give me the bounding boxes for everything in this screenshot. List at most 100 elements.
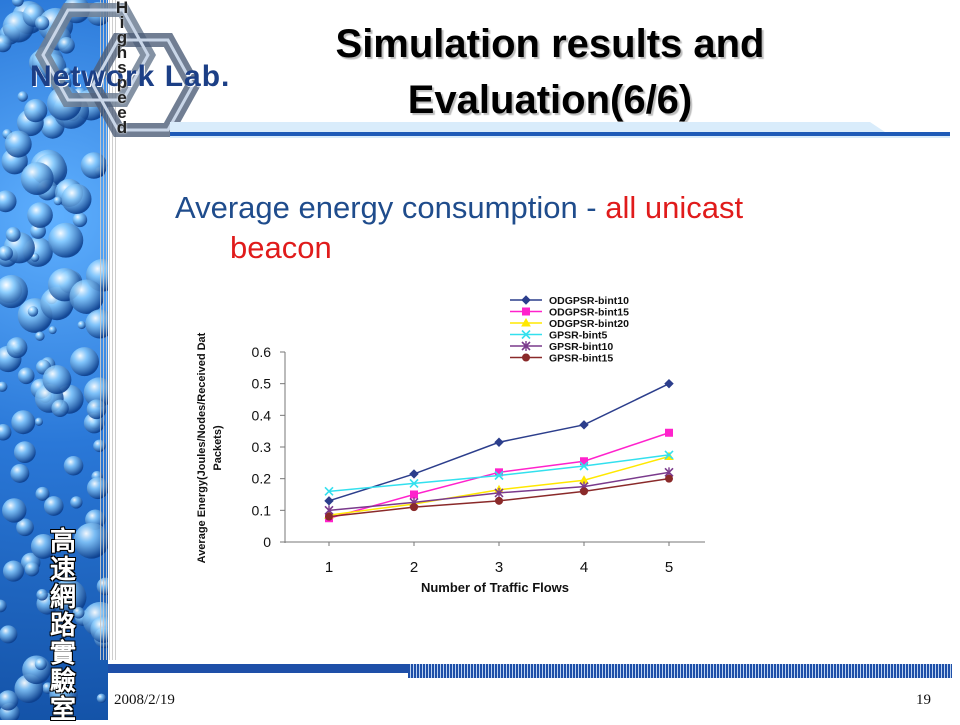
logo-vertical-letter: i: [119, 13, 125, 32]
footer-bar: [108, 664, 952, 678]
bubble: [62, 67, 71, 76]
bubble: [63, 455, 84, 476]
bubble: [35, 486, 50, 501]
bubble: [49, 680, 78, 709]
bubble: [10, 464, 30, 483]
legend-label: ODGPSR-bint15: [549, 307, 629, 319]
bubble: [11, 0, 24, 7]
logo-vertical-letter: p: [116, 73, 128, 92]
data-point: [664, 450, 674, 460]
bubble: [16, 518, 34, 537]
data-point: [409, 469, 419, 479]
x-tick-label: 1: [325, 559, 333, 576]
data-point: [580, 457, 588, 466]
lab-name-char: 高: [50, 527, 77, 557]
data-point: [665, 474, 673, 483]
bubble: [51, 399, 69, 418]
data-point: [410, 503, 418, 512]
lab-name-char: 室: [50, 695, 77, 725]
bubble: [69, 347, 100, 377]
bubble: [72, 606, 85, 619]
y-tick-label: 0.3: [252, 439, 272, 455]
slide-subtitle: Average energy consumption - all unicast…: [175, 188, 895, 268]
logo-vertical-letter: e: [117, 88, 127, 107]
chart-legend: ODGPSR-bint10ODGPSR-bint15ODGPSR-bint20G…: [510, 295, 629, 365]
lab-name-char: 實: [50, 639, 77, 669]
bubble: [0, 245, 13, 261]
y-tick-label: 0.4: [252, 407, 272, 423]
y-axis-label-line-1: Average Energy(Joules/Nodes/Received Dat: [196, 332, 208, 563]
subtitle-main: Average energy consumption -: [175, 190, 606, 225]
x-tick-label: 2: [410, 559, 418, 576]
bubble: [2, 498, 27, 523]
lab-name-vertical: 高速網路實驗室: [50, 528, 76, 724]
data-point: [410, 490, 418, 499]
bubble: [24, 98, 48, 123]
bubble: [69, 279, 104, 314]
lab-name-char: 速: [50, 555, 77, 585]
title-line-2: Evaluation(6/6): [407, 78, 693, 122]
hexagon-logo-icon: [34, 3, 202, 137]
bubble: [17, 91, 28, 102]
data-point: [521, 317, 531, 327]
bubble: [0, 381, 8, 392]
subtitle-highlight-2: beacon: [230, 230, 332, 265]
bubble: [0, 599, 7, 613]
logo-vertical-letter: H: [115, 0, 129, 17]
y-tick-label: 0.2: [252, 471, 272, 487]
chart-axes: [280, 351, 705, 546]
bubble: [27, 306, 39, 317]
bubble: [72, 212, 88, 228]
bubble: [50, 579, 87, 616]
bubble: [77, 320, 86, 330]
bubble: [53, 196, 63, 206]
x-tick-label: 3: [495, 559, 503, 576]
bubble: [96, 693, 107, 704]
data-point: [495, 496, 503, 505]
bubble: [34, 417, 43, 426]
bubble: [43, 496, 64, 516]
data-point: [579, 461, 589, 471]
bubble: [48, 326, 57, 335]
sidebar-decoration: [0, 0, 108, 720]
bubble: [0, 34, 12, 53]
data-point: [521, 329, 531, 340]
y-axis-label-line-2: Packets): [212, 425, 224, 471]
bubble: [48, 222, 84, 258]
bubble: [24, 561, 40, 577]
data-point: [325, 512, 333, 521]
bubble: [17, 367, 35, 385]
data-point: [324, 486, 334, 496]
y-tick-label: 0.5: [252, 376, 272, 392]
data-point: [494, 487, 504, 498]
title-underline: [170, 122, 950, 138]
bubble: [70, 496, 83, 509]
logo-vertical-letter: h: [116, 43, 128, 62]
bubble: [58, 36, 75, 54]
bubble: [42, 365, 72, 394]
data-point: [324, 496, 334, 506]
bubble: [73, 522, 108, 559]
data-point: [521, 341, 531, 351]
x-tick-label: 4: [580, 559, 588, 576]
bubble: [61, 183, 92, 215]
legend-label: GPSR-bint10: [549, 341, 613, 353]
bubble: [0, 274, 28, 309]
data-point: [409, 478, 419, 488]
data-point: [522, 353, 530, 362]
slide-title: Simulation results and Evaluation(6/6): [270, 16, 830, 128]
legend-label: ODGPSR-bint10: [549, 295, 629, 307]
bubble: [36, 589, 48, 601]
bubble: [34, 15, 50, 31]
lab-name-char: 驗: [50, 667, 77, 697]
bubble: [0, 424, 12, 441]
bubble: [11, 410, 36, 435]
bubble: [5, 227, 21, 242]
y-tick-label: 0.6: [252, 344, 272, 360]
logo-text: Network Lab.: [30, 60, 231, 93]
data-point: [494, 470, 504, 481]
y-tick-label: 0: [263, 534, 271, 550]
bubble: [34, 658, 47, 671]
legend-label: GPSR-bint5: [549, 330, 607, 342]
